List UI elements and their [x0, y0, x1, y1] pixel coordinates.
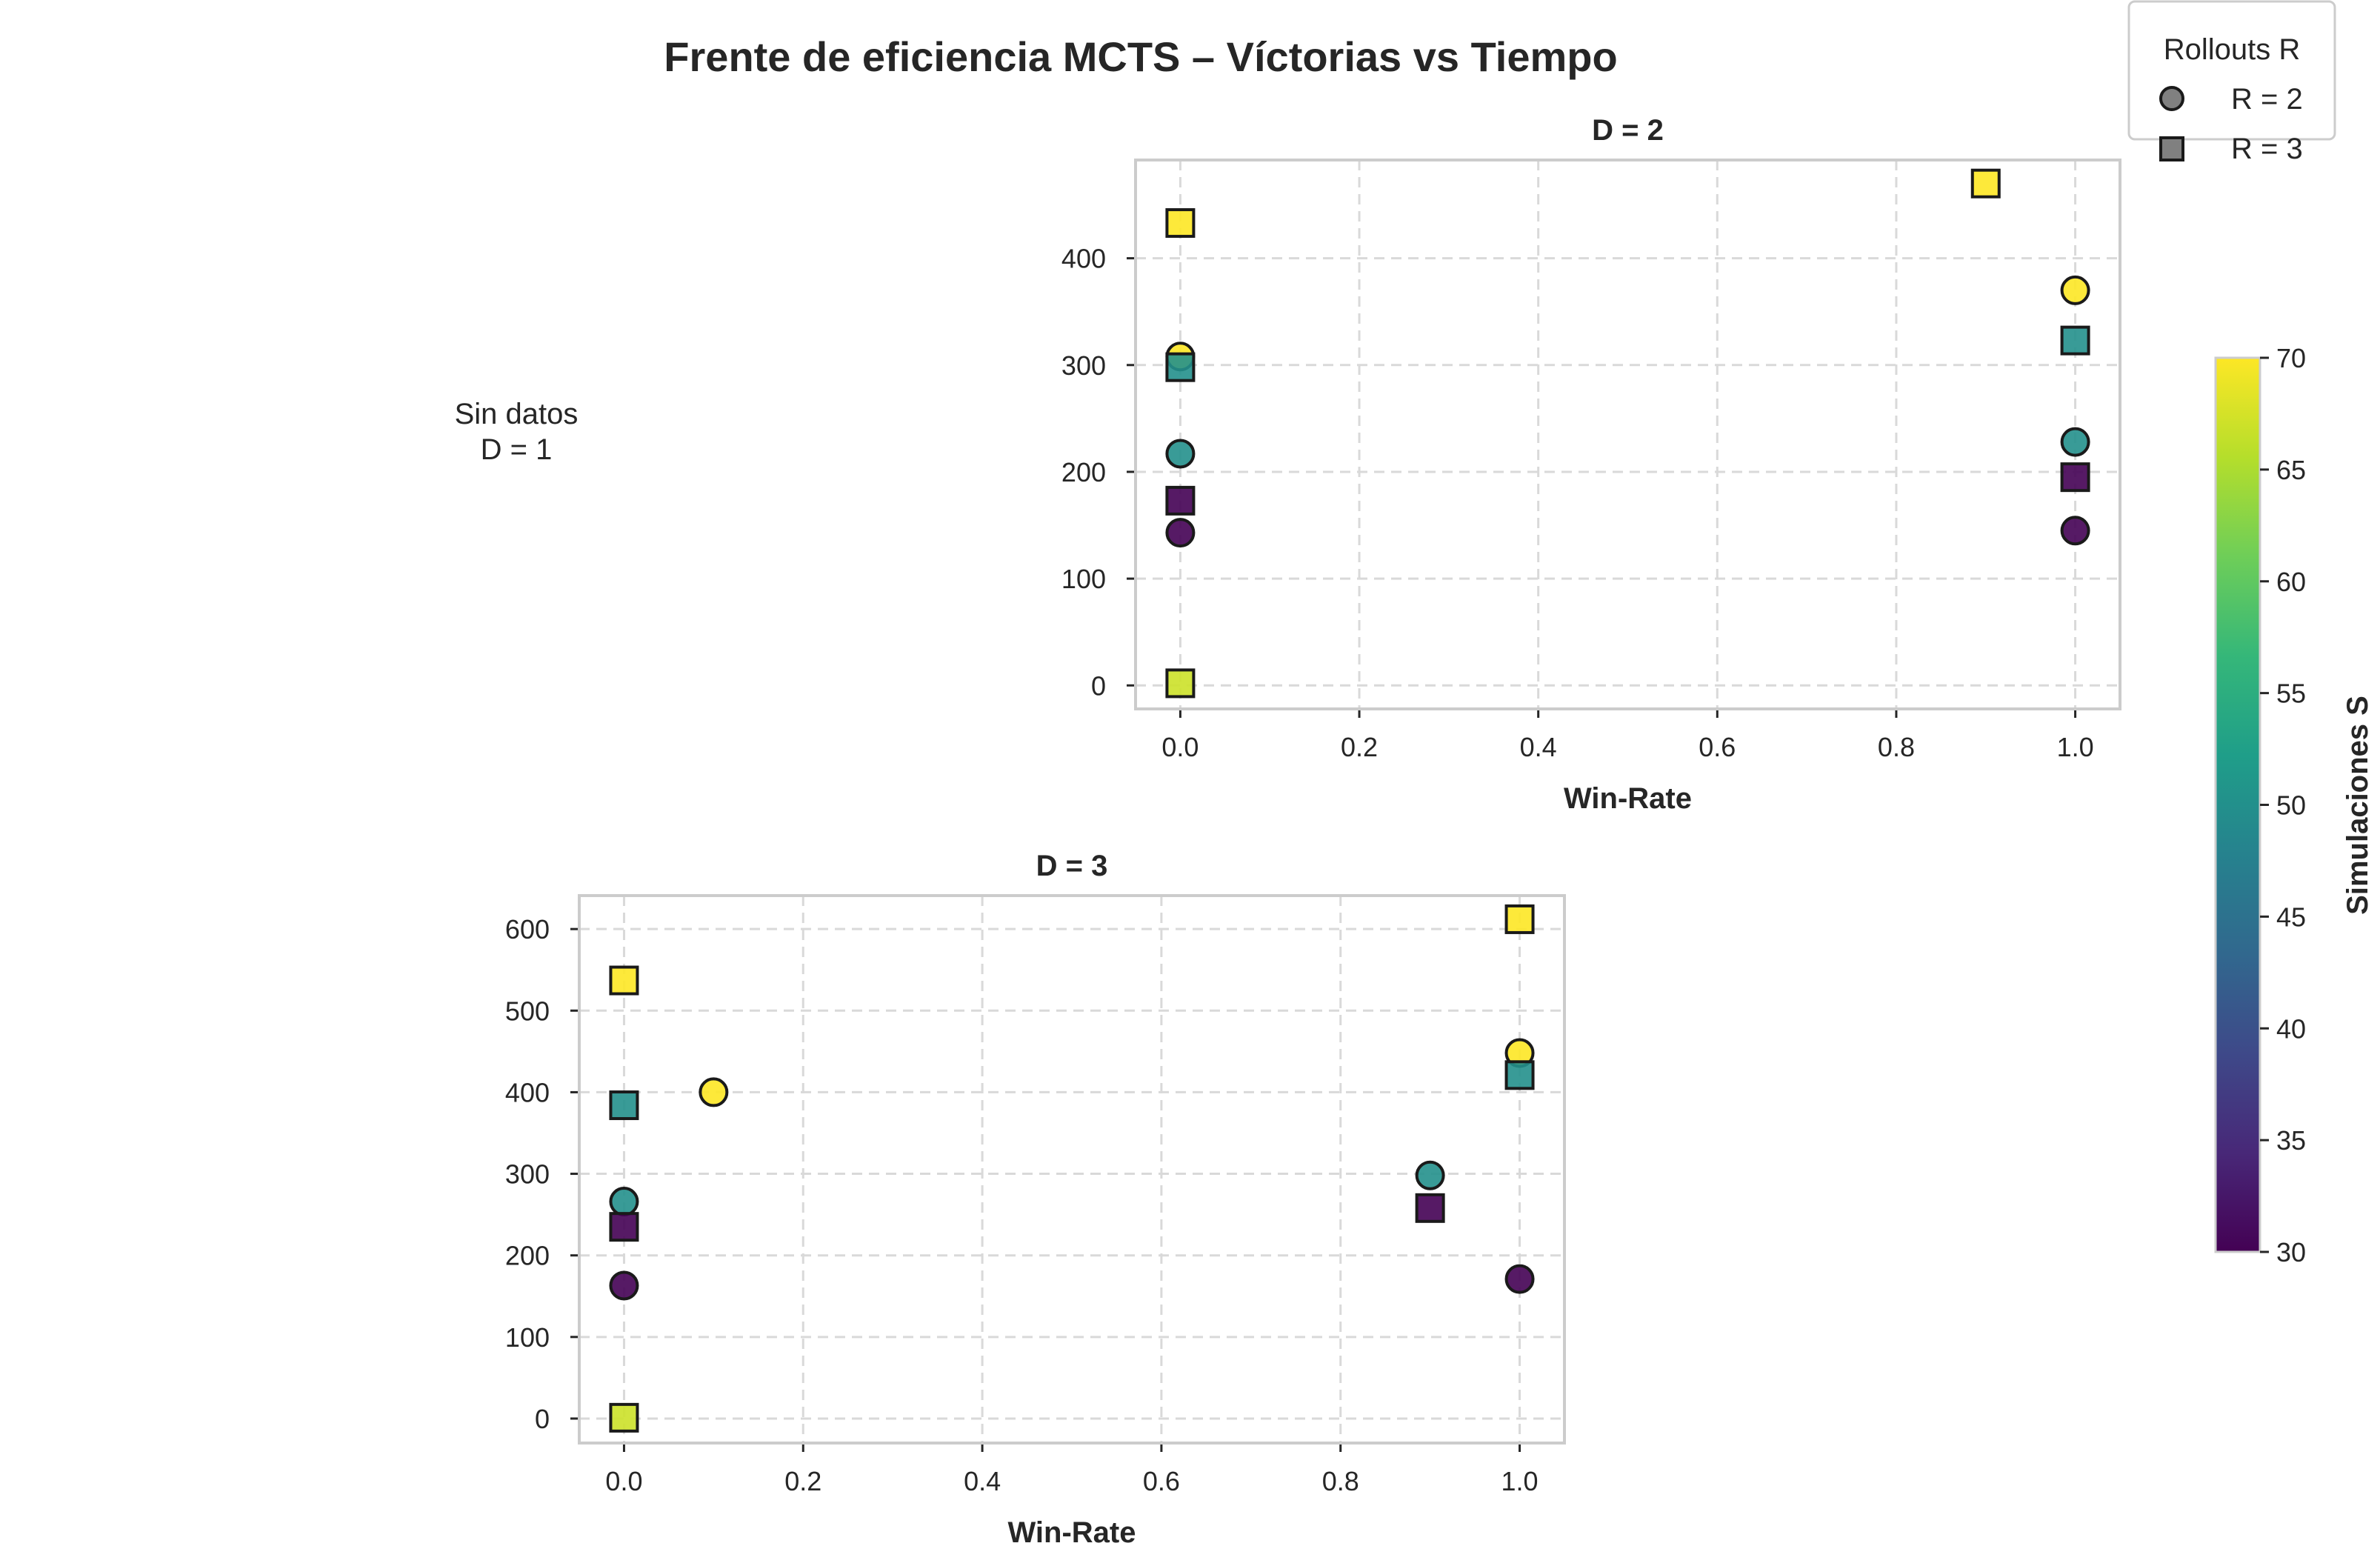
data-point-circle: [1415, 1160, 1445, 1190]
data-point-square: [1165, 668, 1196, 699]
data-point-circle: [1504, 1264, 1535, 1294]
y-tick-label: 0: [535, 1404, 550, 1434]
data-point-square: [1165, 485, 1196, 516]
y-tick-label: 400: [1061, 244, 1106, 274]
x-tick-label: 0.6: [1699, 732, 1736, 762]
colorbar-tick-label: 50: [2276, 790, 2306, 821]
data-point-square: [1165, 208, 1196, 239]
panel-title: D = 3: [1036, 850, 1108, 882]
y-tick-label: 100: [1061, 564, 1106, 594]
x-tick-label: 0.4: [964, 1466, 1001, 1496]
y-tick-label: 300: [1061, 350, 1106, 381]
square-marker-icon: [2159, 136, 2184, 161]
colorbar: 30 35 40 45 50 55 60 65 70 Simulaciones S: [2214, 343, 2374, 1267]
colorbar-tick-label: 35: [2276, 1125, 2306, 1156]
colorbar-ticks: 30 35 40 45 50 55 60 65 70: [2260, 343, 2306, 1267]
colorbar-tick-label: 40: [2276, 1013, 2306, 1044]
data-point-circle: [1165, 439, 1196, 469]
colorbar-tick-label: 45: [2276, 902, 2306, 932]
scatter-panel-d3: 0.0 0.2 0.4 0.6 0.8 1.0 0 100 200 300 400 500 600 D =…: [505, 850, 1566, 1549]
x-tick-label: 0.0: [605, 1466, 642, 1496]
colorbar-label: Simulaciones S: [2341, 696, 2374, 915]
data-point-circle: [699, 1077, 729, 1107]
plot-background: [579, 896, 1564, 1443]
data-point-square: [1970, 168, 2001, 199]
data-point-circle: [2060, 427, 2090, 457]
colorbar-tick-label: 30: [2276, 1237, 2306, 1267]
x-tick-label: 0.0: [1161, 732, 1199, 762]
data-point-square: [609, 1402, 639, 1433]
data-point-square: [1504, 1060, 1535, 1090]
x-tick-label: 0.8: [1322, 1466, 1359, 1496]
x-axis-label: Win-Rate: [1564, 782, 1692, 815]
x-tick-label: 0.6: [1143, 1466, 1180, 1496]
data-point-square: [609, 965, 639, 996]
circle-marker-icon: [2159, 86, 2184, 111]
plot-frame: [1134, 159, 2121, 710]
y-tick-label: 500: [505, 996, 550, 1026]
y-tick-label: 600: [505, 914, 550, 944]
x-tick-label: 0.4: [1520, 732, 1557, 762]
legend-entry-r3: R = 3: [2231, 133, 2303, 165]
colorbar-gradient: [2214, 356, 2261, 1253]
x-axis-label: Win-Rate: [1008, 1516, 1136, 1549]
empty-panel-message: Sin datos: [455, 398, 579, 430]
data-point-square: [609, 1212, 639, 1242]
colorbar-tick-label: 70: [2276, 343, 2306, 373]
colorbar-tick-label: 55: [2276, 679, 2306, 709]
y-tick-label: 400: [505, 1077, 550, 1107]
legend-entry-r2: R = 2: [2231, 83, 2303, 116]
figure-title: Frente de eficiencia MCTS – Víctorias vs…: [664, 33, 1617, 80]
data-point-square: [609, 1090, 639, 1121]
scatter-panel-d2: 0.0 0.2 0.4 0.6 0.8 1.0 0 100 200 300 400 D = 2 Win-…: [1061, 114, 2121, 815]
plot-frame: [578, 894, 1566, 1445]
y-tick-label: 0: [1091, 670, 1106, 701]
x-tick-label: 0.2: [1341, 732, 1378, 762]
y-tick-label: 100: [505, 1322, 550, 1353]
data-point-circle: [2060, 516, 2090, 546]
legend-title: Rollouts R: [2164, 33, 2301, 66]
panel-title: D = 2: [1592, 114, 1664, 147]
legend-frame: [2127, 0, 2336, 141]
rollouts-legend: Rollouts R R = 2 R = 3: [2127, 0, 2336, 165]
data-point-square: [2060, 325, 2090, 356]
data-point-circle: [2060, 275, 2090, 305]
colorbar-tick-label: 65: [2276, 455, 2306, 485]
data-point-circle: [609, 1187, 639, 1217]
data-point-square: [2060, 462, 2090, 493]
x-tick-label: 1.0: [2057, 732, 2094, 762]
colorbar-tick-label: 60: [2276, 567, 2306, 597]
data-point-circle: [609, 1270, 639, 1301]
data-point-square: [1415, 1193, 1445, 1223]
plot-background: [1136, 160, 2120, 709]
y-tick-label: 200: [1061, 457, 1106, 487]
y-tick-label: 200: [505, 1241, 550, 1271]
x-tick-label: 1.0: [1501, 1466, 1539, 1496]
data-point-square: [1504, 904, 1535, 934]
data-point-square: [1165, 352, 1196, 382]
empty-panel-d1: Sin datos D = 1: [455, 398, 579, 466]
y-tick-label: 300: [505, 1159, 550, 1190]
x-tick-label: 0.8: [1878, 732, 1915, 762]
x-tick-label: 0.2: [784, 1466, 821, 1496]
data-point-circle: [1165, 518, 1196, 548]
empty-panel-dimension: D = 1: [481, 433, 553, 466]
